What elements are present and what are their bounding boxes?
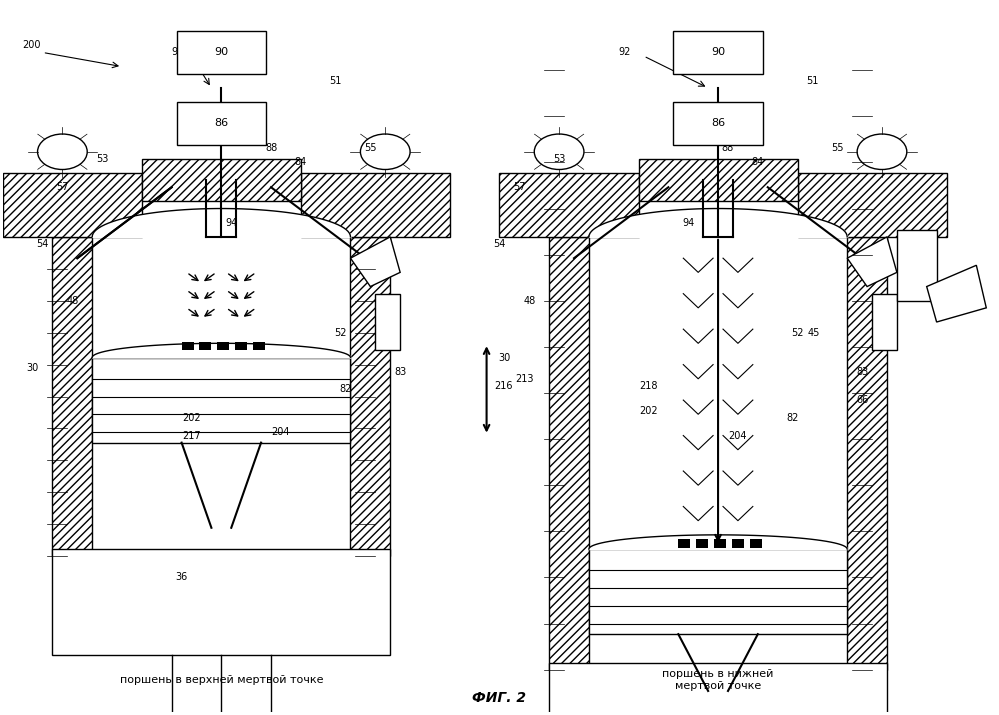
Text: 84: 84	[295, 157, 307, 167]
Text: 86: 86	[214, 119, 229, 129]
Bar	[142, 159, 301, 202]
Bar	[301, 173, 450, 237]
Bar	[638, 159, 797, 202]
Text: 90: 90	[214, 47, 229, 57]
Polygon shape	[351, 237, 401, 287]
Bar	[200, 342, 212, 350]
Text: 57: 57	[56, 182, 69, 192]
Bar	[897, 230, 937, 301]
FancyBboxPatch shape	[177, 102, 266, 144]
Bar	[638, 159, 797, 202]
Text: 92: 92	[172, 47, 184, 57]
Text: поршень в нижней
мертвой точке: поршень в нижней мертвой точке	[662, 669, 774, 691]
Text: 57: 57	[513, 182, 525, 192]
Bar	[253, 342, 265, 350]
Text: 218: 218	[639, 381, 657, 391]
Bar	[3, 173, 142, 237]
Text: 51: 51	[806, 76, 818, 86]
Polygon shape	[927, 265, 986, 322]
Text: 88: 88	[722, 143, 734, 153]
Text: 52: 52	[791, 327, 804, 337]
Bar	[142, 159, 301, 202]
Text: 213: 213	[515, 374, 533, 384]
Text: 83: 83	[856, 367, 868, 377]
Bar	[549, 663, 887, 715]
Text: 30: 30	[26, 363, 39, 373]
Text: 36: 36	[176, 573, 188, 583]
Bar	[235, 342, 247, 350]
Bar	[351, 237, 391, 556]
Text: 204: 204	[272, 427, 290, 437]
Text: поршень в верхней мертвой точке: поршень в верхней мертвой точке	[120, 675, 323, 685]
Bar	[53, 549, 391, 656]
Text: 48: 48	[66, 296, 79, 306]
Text: 94: 94	[225, 217, 238, 227]
Polygon shape	[847, 237, 897, 287]
Bar	[696, 539, 708, 548]
Text: 82: 82	[340, 385, 352, 395]
Text: 84: 84	[751, 157, 764, 167]
Bar	[92, 358, 351, 443]
Text: 83: 83	[394, 367, 407, 377]
FancyBboxPatch shape	[177, 31, 266, 74]
Text: 90: 90	[711, 47, 725, 57]
FancyBboxPatch shape	[673, 31, 763, 74]
Bar	[549, 237, 588, 670]
Bar	[847, 237, 887, 670]
Bar	[53, 237, 92, 556]
Bar	[872, 294, 897, 350]
Text: 66: 66	[856, 395, 868, 405]
Bar	[797, 173, 946, 237]
Text: 30: 30	[499, 352, 510, 363]
Text: 216: 216	[495, 381, 513, 391]
Bar	[182, 342, 194, 350]
Bar	[588, 549, 847, 634]
Bar	[218, 342, 230, 350]
Text: 45: 45	[807, 327, 820, 337]
Bar	[500, 173, 638, 237]
Text: 54: 54	[36, 239, 49, 249]
Bar	[53, 237, 92, 556]
Text: 51: 51	[330, 76, 342, 86]
Text: 55: 55	[364, 143, 377, 153]
Bar	[549, 237, 588, 670]
Bar	[376, 294, 401, 350]
Text: 53: 53	[552, 154, 565, 164]
Text: 94: 94	[682, 217, 694, 227]
Bar	[301, 173, 450, 237]
Bar	[500, 173, 638, 237]
Bar	[797, 173, 946, 237]
Text: 217: 217	[182, 430, 201, 440]
Text: 204: 204	[728, 430, 747, 440]
Text: 55: 55	[831, 143, 843, 153]
Bar	[897, 230, 937, 301]
Text: 88: 88	[265, 143, 277, 153]
Bar	[750, 539, 762, 548]
Text: 202: 202	[639, 405, 657, 415]
Text: 86: 86	[711, 119, 725, 129]
Bar	[714, 539, 726, 548]
Bar	[847, 237, 887, 670]
Text: ФИГ. 2: ФИГ. 2	[473, 691, 526, 705]
Text: 52: 52	[335, 327, 347, 337]
Text: 202: 202	[182, 413, 201, 423]
Text: 82: 82	[786, 413, 799, 423]
Bar	[351, 237, 391, 556]
Bar	[678, 539, 690, 548]
Bar	[732, 539, 744, 548]
FancyBboxPatch shape	[673, 102, 763, 144]
Text: 54: 54	[494, 239, 505, 249]
Text: 92: 92	[618, 47, 631, 57]
Bar	[3, 173, 142, 237]
Text: 48: 48	[523, 296, 535, 306]
Text: 200: 200	[23, 40, 41, 50]
Text: 53: 53	[96, 154, 108, 164]
